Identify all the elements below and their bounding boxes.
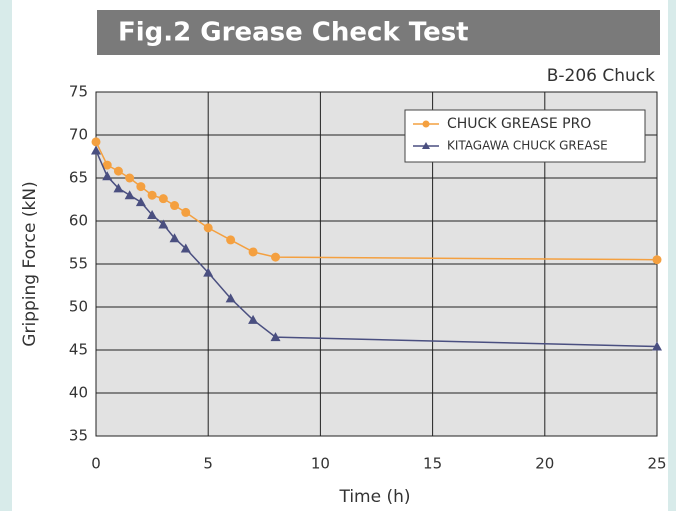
marker bbox=[652, 341, 662, 351]
marker bbox=[180, 243, 191, 253]
marker bbox=[271, 252, 281, 262]
x-tick-label: 10 bbox=[311, 455, 330, 473]
y-tick-label: 65 bbox=[69, 169, 88, 187]
legend-label: KITAGAWA CHUCK GREASE bbox=[447, 139, 608, 153]
x-axis-label: Time (h) bbox=[338, 487, 410, 507]
marker bbox=[652, 255, 662, 265]
marker bbox=[170, 201, 180, 211]
marker bbox=[91, 137, 101, 147]
marker bbox=[102, 171, 113, 181]
y-tick-label: 60 bbox=[69, 212, 88, 230]
marker bbox=[124, 190, 135, 200]
marker bbox=[248, 247, 258, 257]
y-tick-label: 40 bbox=[69, 384, 88, 402]
marker bbox=[113, 183, 124, 193]
y-tick-label: 55 bbox=[69, 255, 88, 273]
legend-label: CHUCK GREASE PRO bbox=[447, 116, 591, 132]
x-tick-label: 15 bbox=[423, 455, 442, 473]
marker bbox=[203, 223, 213, 233]
marker bbox=[158, 194, 168, 204]
marker bbox=[147, 190, 157, 200]
marker bbox=[113, 166, 123, 176]
x-tick-label: 5 bbox=[203, 455, 213, 473]
y-tick-label: 35 bbox=[69, 427, 88, 445]
subtitle: B-206 Chuck bbox=[547, 66, 655, 86]
marker bbox=[135, 197, 146, 207]
y-tick-label: 50 bbox=[69, 298, 88, 316]
x-tick-label: 25 bbox=[647, 455, 666, 473]
marker bbox=[91, 145, 101, 155]
y-tick-label: 45 bbox=[69, 341, 88, 359]
marker bbox=[102, 160, 112, 170]
y-tick-label: 75 bbox=[69, 83, 88, 101]
legend-marker bbox=[422, 142, 430, 149]
marker bbox=[248, 314, 259, 324]
marker bbox=[203, 267, 214, 277]
marker bbox=[158, 219, 169, 229]
legend-box bbox=[404, 109, 646, 163]
legend-marker bbox=[422, 120, 430, 128]
marker bbox=[125, 173, 135, 183]
x-tick-label: 20 bbox=[535, 455, 554, 473]
x-tick-label: 0 bbox=[91, 455, 101, 473]
y-tick-label: 70 bbox=[69, 126, 88, 144]
marker bbox=[169, 233, 180, 243]
y-axis-label: Gripping Force (kN) bbox=[20, 181, 40, 346]
marker bbox=[147, 209, 158, 219]
marker bbox=[136, 182, 146, 192]
marker bbox=[181, 207, 191, 217]
title-bar bbox=[97, 10, 660, 55]
chart-title: Fig.2 Grease Check Test bbox=[118, 18, 469, 48]
marker bbox=[270, 332, 281, 342]
marker bbox=[225, 293, 236, 303]
marker bbox=[226, 235, 236, 245]
